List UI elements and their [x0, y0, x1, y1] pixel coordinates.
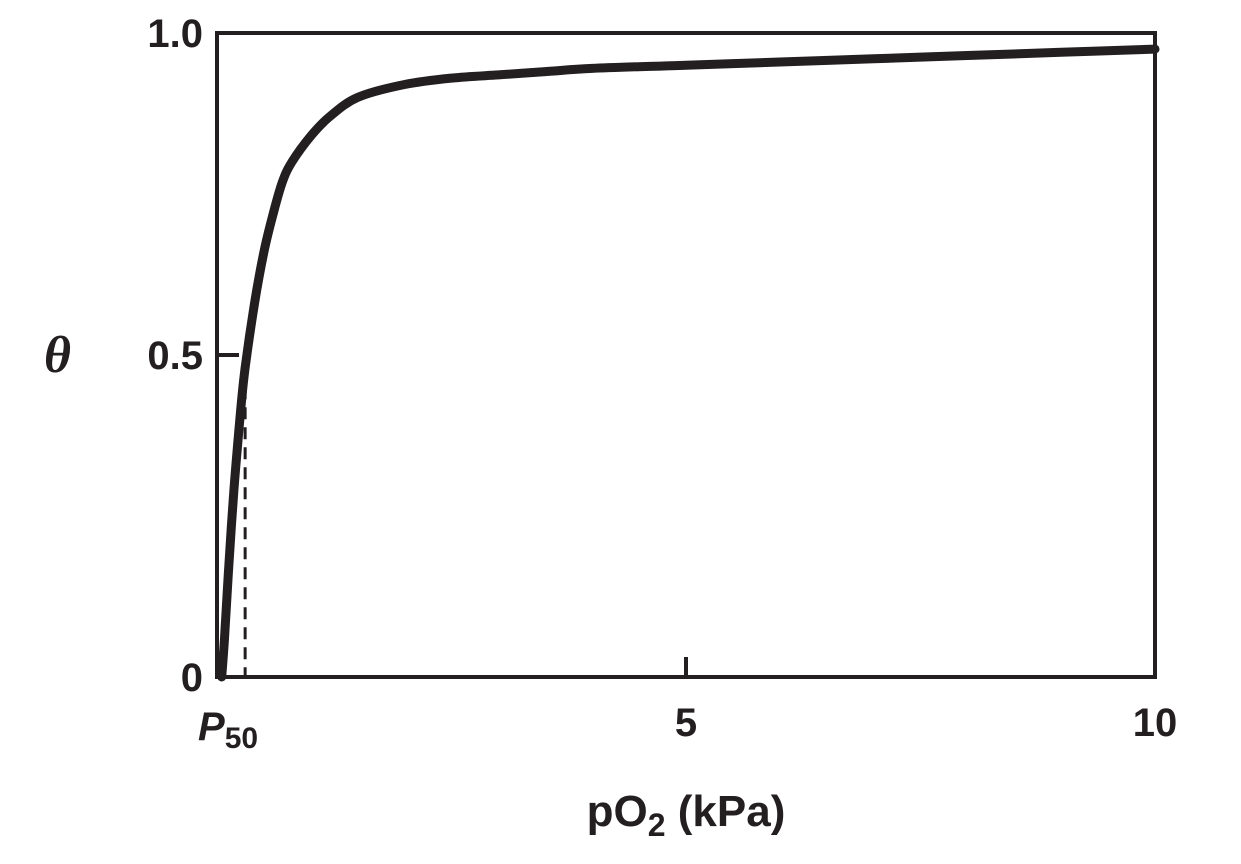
y-tick-label: 0 [181, 656, 203, 700]
x-tick-label: 5 [675, 701, 697, 745]
p50-label-main: P [198, 705, 225, 749]
y-tick-label: 1.0 [147, 12, 203, 56]
plot-frame [215, 31, 1157, 679]
x-axis-title-rest: (kPa) [666, 787, 786, 836]
tick-labels: 5 10 0 0.5 1.0 [147, 12, 1177, 745]
x-axis-title: pO2 (kPa) [587, 787, 786, 843]
x-tick-label: 10 [1133, 701, 1178, 745]
p50-label: P50 [198, 705, 258, 755]
y-axis-title: θ [44, 327, 71, 384]
y-tick-label: 0.5 [147, 334, 203, 378]
saturation-curve [217, 44, 1160, 682]
series-group [217, 44, 1160, 682]
x-axis-title-sub: 2 [648, 807, 666, 843]
x-axis-title-main: pO [587, 787, 648, 836]
p50-label-sub: 50 [225, 722, 258, 755]
tick-marks [217, 353, 688, 677]
